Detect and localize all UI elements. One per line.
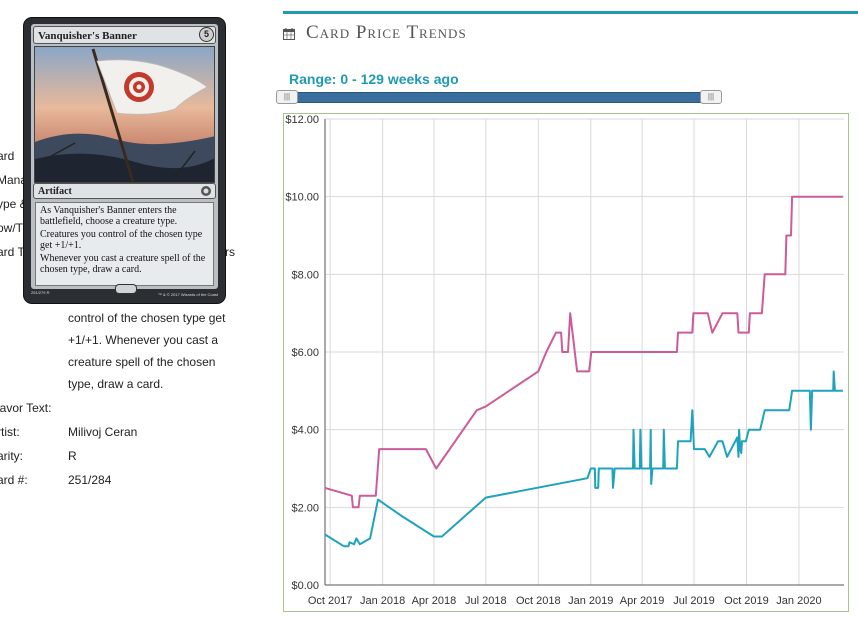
detail-label-pow: ow/T [0, 221, 24, 235]
y-tick-label: $10.00 [285, 192, 319, 204]
detail-label-card-name: ard [0, 149, 15, 163]
rules-line: Whenever you cast a creature spell of th… [40, 253, 206, 275]
x-tick-label: Oct 2017 [308, 595, 353, 607]
panel-title: Card Price Trends [306, 22, 467, 43]
card-collector-number: 251/279 R [31, 290, 50, 295]
card-text-line: +1/+1. Whenever you cast a [68, 333, 219, 347]
detail-label-mana: Mana [0, 173, 28, 187]
x-tick-label: Jul 2018 [465, 595, 507, 607]
x-tick-label: Jul 2019 [673, 595, 715, 607]
set-symbol-icon [201, 186, 211, 196]
x-tick-label: Oct 2018 [516, 595, 561, 607]
detail-label: arity: [0, 449, 24, 463]
detail-label: rtist: [0, 425, 20, 439]
panel-top-border [283, 11, 858, 14]
x-tick-label: Apr 2019 [620, 595, 665, 607]
calendar-icon [283, 28, 295, 40]
rules-line: Creatures you control of the chosen type… [40, 229, 203, 251]
detail-value-artist[interactable]: Milivoj Ceran [68, 425, 138, 439]
y-tick-label: $12.00 [285, 114, 319, 126]
card-pt-box [115, 284, 137, 294]
y-tick-label: $6.00 [291, 347, 319, 359]
mana-cost-icon: 5 [199, 27, 214, 42]
y-tick-label: $8.00 [291, 269, 319, 281]
price-chart-svg: $0.00 $2.00 $4.00 $6.00 $8.00 $10.00 $12.00 Oct… [285, 114, 844, 607]
rules-line: As Vanquisher's Banner enters the battle… [40, 205, 178, 227]
range-label: Range: 0 - 129 weeks ago [289, 71, 459, 87]
series-line-1 [324, 195, 843, 509]
card-copyright: ™ & © 2017 Wizards of the Coast [157, 292, 218, 297]
detail-label-card-text: ard T [0, 245, 25, 259]
y-tick-label: $2.00 [291, 502, 319, 514]
card-footer: 251/279 R ™ & © 2017 Wizards of the Coas… [31, 284, 218, 301]
card-details: ard Mana ype & ow/T ard T rs control of … [0, 0, 270, 617]
card-type-line: Artifact [33, 183, 216, 199]
range-slider-handle-right[interactable]: ||| [700, 90, 722, 104]
card-art [34, 46, 215, 183]
range-slider-handle-left[interactable]: ||| [276, 90, 298, 104]
series-line-2 [324, 370, 843, 548]
x-tick-label: Jan 2020 [776, 595, 821, 607]
detail-text-fragment: rs [225, 245, 235, 259]
x-tick-label: Oct 2019 [724, 595, 769, 607]
y-tick-label: $0.00 [291, 580, 319, 592]
card-name: Vanquisher's Banner [33, 26, 216, 44]
detail-value: 251/284 [68, 473, 112, 487]
y-tick-label: $4.00 [291, 425, 319, 437]
x-tick-label: Jan 2018 [360, 595, 405, 607]
detail-label-type: ype & [0, 197, 28, 211]
price-chart: $0.00 $2.00 $4.00 $6.00 $8.00 $10.00 $12.00 Oct… [283, 113, 849, 612]
card-text-line: creature spell of the chosen [68, 355, 216, 369]
card-image: Vanquisher's Banner 5 [24, 18, 225, 303]
x-tick-label: Apr 2018 [412, 595, 457, 607]
range-slider-track[interactable] [282, 92, 720, 103]
detail-label: lavor Text: [0, 401, 52, 415]
card-text-line: type, draw a card. [68, 377, 164, 391]
detail-label: ard #: [0, 473, 28, 487]
detail-value: R [68, 449, 77, 463]
x-tick-label: Jan 2019 [568, 595, 613, 607]
card-rules-text: As Vanquisher's Banner enters the battle… [35, 202, 214, 286]
card-text-line: control of the chosen type get [68, 311, 226, 325]
